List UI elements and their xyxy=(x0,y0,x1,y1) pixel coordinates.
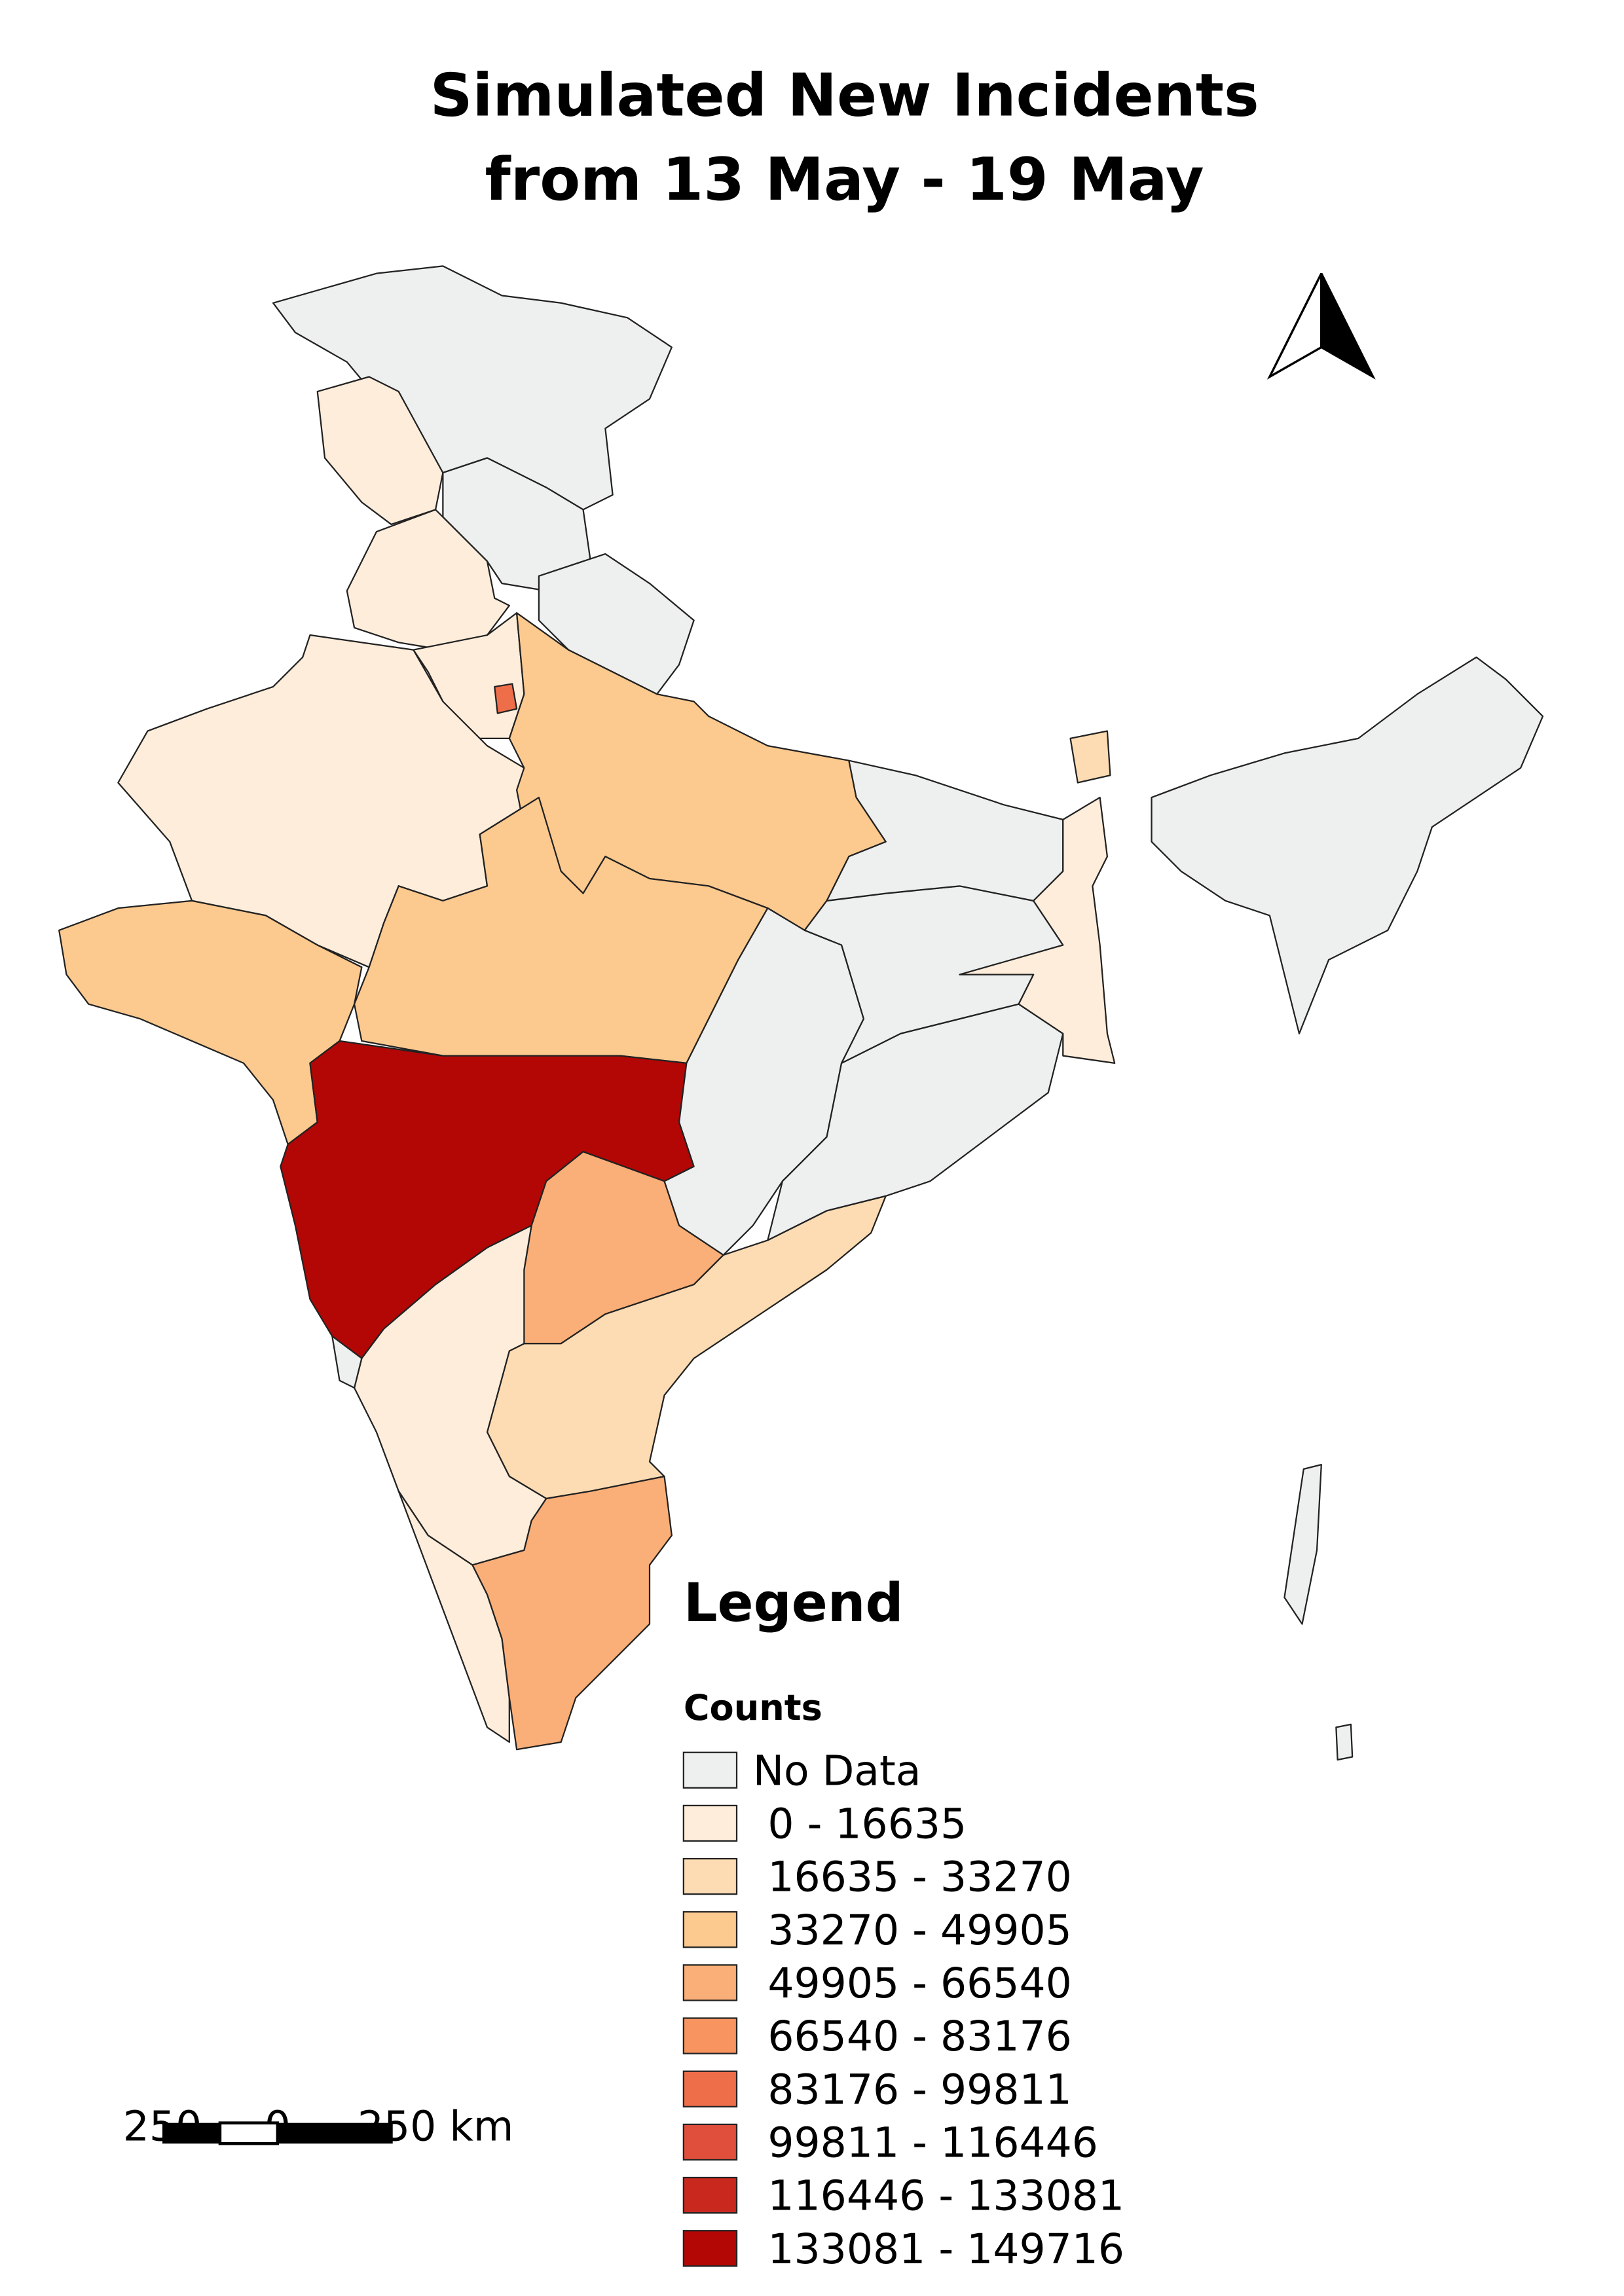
region xyxy=(826,759,1064,902)
legend-label: 49905 - 66540 xyxy=(767,1959,1071,2007)
legend-swatch xyxy=(682,1857,738,1895)
scale-segment xyxy=(162,2123,220,2144)
north-arrow-right xyxy=(1320,272,1376,380)
region xyxy=(1151,656,1544,1034)
title: Simulated New Incidents xyxy=(430,61,1259,130)
legend-swatch xyxy=(682,1911,738,1948)
region xyxy=(1283,1463,1322,1625)
legend-swatch xyxy=(682,1751,738,1789)
legend-swatch xyxy=(682,2230,738,2267)
legend-swatch xyxy=(682,2070,738,2107)
legend-swatch xyxy=(682,1964,738,2001)
region xyxy=(471,1476,673,1751)
legend-subtitle: Counts xyxy=(684,1687,822,1728)
region xyxy=(331,1335,363,1389)
legend-label: 99811 - 116446 xyxy=(767,2118,1098,2166)
title: from 13 May - 19 May xyxy=(485,145,1204,214)
legend-swatch xyxy=(682,1804,738,1842)
region xyxy=(538,553,695,695)
region xyxy=(494,683,518,714)
legend-label: 33270 - 49905 xyxy=(767,1906,1071,1954)
region xyxy=(397,1490,510,1743)
legend-label: 66540 - 83176 xyxy=(767,2012,1071,2060)
legend: Legend Counts No Data 0 - 16635 16635 - 33… xyxy=(682,1573,1124,2273)
legend-title: Legend xyxy=(684,1573,904,1634)
legend-label: 0 - 16635 xyxy=(767,1800,967,1848)
scale-segment xyxy=(218,2121,280,2145)
scale-segment xyxy=(277,2123,393,2144)
region xyxy=(1069,730,1111,784)
legend-label: 16635 - 33270 xyxy=(767,1853,1071,1901)
legend-swatch xyxy=(682,2176,738,2214)
region xyxy=(1335,1723,1354,1761)
legend-swatch xyxy=(682,2123,738,2161)
north-arrow xyxy=(1266,272,1376,380)
legend-swatch xyxy=(682,2017,738,2054)
legend-label: No Data xyxy=(753,1746,921,1795)
scale-bar: 250 0 250 km xyxy=(123,2102,514,2151)
regions xyxy=(58,265,1544,1761)
legend-label: 83176 - 99811 xyxy=(767,2065,1071,2113)
region xyxy=(959,796,1116,1064)
legend-label: 133081 - 149716 xyxy=(767,2225,1124,2273)
legend-label: 116446 - 133081 xyxy=(767,2172,1124,2220)
